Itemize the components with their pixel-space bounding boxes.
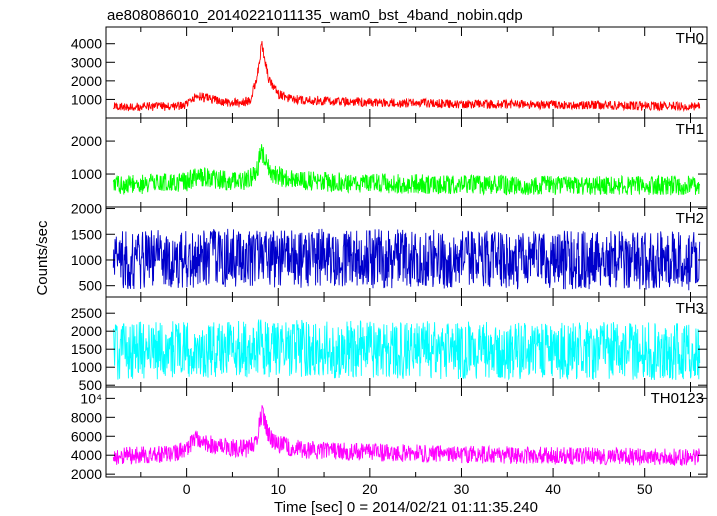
panel-th2: 500 1000 1500 2000 TH2 <box>71 201 708 298</box>
panel-frame <box>105 117 708 208</box>
x-tick-label: 40 <box>545 481 561 497</box>
y-tick-label: 1500 <box>71 226 102 242</box>
series-line-th0 <box>112 41 701 113</box>
y-tick-label: 4000 <box>71 36 102 52</box>
panel-th3: 500 1000 1500 2000 2500 TH3 <box>71 296 708 393</box>
panel-th0123: 2000 4000 6000 8000 10⁴ 0 10 20 30 40 50 TH0123 <box>71 386 708 497</box>
panel-label-th0123: TH0123 <box>651 390 704 407</box>
y-tick-label: 2000 <box>71 201 102 217</box>
x-tick-label: 20 <box>362 481 378 497</box>
x-axis-label: Time [sec] 0 = 2014/02/21 01:11:35.240 <box>274 499 538 516</box>
x-tick-label: 50 <box>637 481 653 497</box>
panel-th0: 1000 2000 3000 4000 TH0 <box>71 26 708 119</box>
series-line-th2 <box>112 228 701 291</box>
y-tick-label: 1000 <box>71 91 102 107</box>
y-tick-label: 2000 <box>71 133 102 149</box>
y-axis-label: Counts/sec <box>34 220 51 296</box>
x-tick-label: 10 <box>270 481 286 497</box>
x-tick-label: 30 <box>454 481 470 497</box>
y-tick-label: 6000 <box>71 428 102 444</box>
x-tick-label: 0 <box>183 481 191 497</box>
panel-frame <box>105 386 708 478</box>
y-tick-label: 3000 <box>71 54 102 70</box>
panel-label-th0: TH0 <box>676 30 704 47</box>
y-tick-label: 1000 <box>71 166 102 182</box>
y-tick-label: 2000 <box>71 73 102 89</box>
y-tick-label: 1000 <box>71 359 102 375</box>
y-tick-label: 8000 <box>71 409 102 425</box>
series-line-th3 <box>112 319 701 381</box>
panel-label-th2: TH2 <box>676 210 704 227</box>
y-tick-label: 500 <box>79 278 103 294</box>
y-tick-label: 10⁴ <box>80 390 102 406</box>
y-tick-label: 4000 <box>71 447 102 463</box>
y-tick-label: 2000 <box>71 323 102 339</box>
y-tick-label: 1500 <box>71 341 102 357</box>
panel-label-th1: TH1 <box>676 121 704 138</box>
y-tick-label: 1000 <box>71 252 102 268</box>
panel-label-th3: TH3 <box>676 300 704 317</box>
y-tick-label: 2500 <box>71 305 102 321</box>
y-tick-label: 500 <box>79 377 103 393</box>
figure-title: ae808086010_20140221011135_wam0_bst_4ban… <box>107 7 523 24</box>
series-line-th0123 <box>112 405 701 466</box>
series-line-th1 <box>112 144 701 196</box>
y-tick-label: 2000 <box>71 466 102 482</box>
panel-th1: 1000 2000 TH1 <box>71 117 708 208</box>
